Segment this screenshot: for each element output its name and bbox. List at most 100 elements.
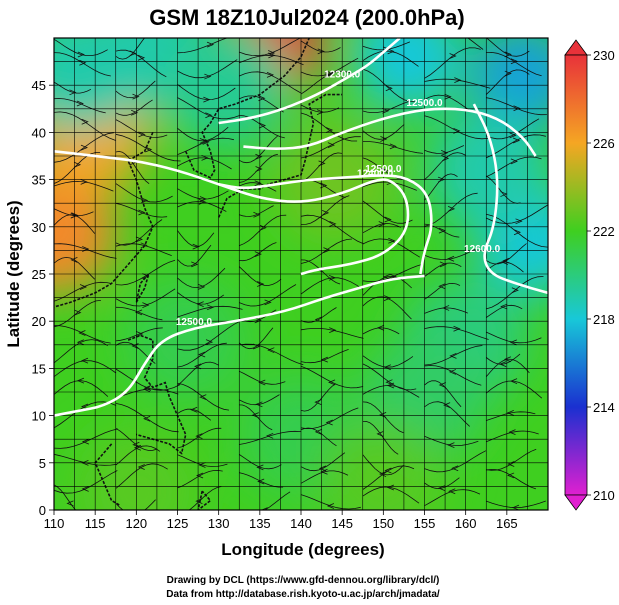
streamline	[362, 296, 412, 320]
streamline	[177, 201, 227, 212]
streamline	[177, 230, 215, 248]
y-axis-label: Latitude (degrees)	[4, 200, 23, 347]
colorbar-top-arrow	[564, 39, 588, 56]
streamline-arrow	[137, 54, 146, 61]
streamline	[115, 219, 163, 246]
colorbar-tick-label: 218	[593, 312, 615, 327]
streamline-arrow	[326, 503, 335, 509]
streamline	[54, 470, 118, 494]
streamline-arrow	[382, 107, 390, 114]
streamline	[239, 242, 277, 262]
streamline-arrow	[328, 379, 336, 386]
y-tick-label: 45	[32, 78, 46, 93]
streamline-arrow	[453, 325, 461, 332]
streamline-arrow	[316, 109, 325, 115]
contour-line	[54, 150, 410, 276]
streamline	[300, 136, 361, 159]
streamline	[177, 305, 243, 318]
streamline	[300, 70, 355, 95]
streamline-arrow	[380, 136, 388, 142]
streamline-arrow	[499, 361, 507, 367]
streamline-arrow	[198, 283, 206, 290]
streamline	[115, 306, 163, 321]
streamline	[424, 47, 481, 79]
streamline	[239, 135, 278, 164]
streamline	[54, 52, 111, 77]
streamline-arrow	[145, 146, 153, 153]
streamline	[362, 363, 417, 391]
streamline-arrow	[143, 385, 152, 391]
x-tick-label: 125	[167, 516, 189, 531]
streamline	[115, 327, 163, 342]
streamline	[362, 223, 401, 234]
streamline	[54, 208, 94, 217]
streamline-arrow	[143, 415, 151, 422]
streamline-arrow	[513, 105, 521, 112]
streamline-arrow	[198, 351, 206, 358]
streamline-arrow	[198, 199, 206, 205]
streamline	[239, 394, 280, 406]
streamline-arrow	[66, 500, 74, 507]
streamline-arrow	[129, 50, 137, 57]
colorbar-scale	[564, 54, 588, 496]
streamline-arrow	[203, 96, 211, 103]
streamline	[239, 71, 301, 94]
streamline	[300, 57, 359, 77]
streamline	[115, 463, 168, 489]
x-tick-label: 110	[44, 516, 65, 531]
streamline	[300, 40, 341, 53]
y-tick-label: 15	[32, 361, 46, 376]
streamline-arrow	[503, 356, 512, 363]
streamline	[239, 205, 274, 217]
streamline	[54, 243, 117, 259]
streamline	[177, 97, 240, 120]
streamline	[115, 150, 150, 185]
streamline-arrow	[138, 209, 146, 216]
streamline-arrow	[257, 281, 265, 287]
streamline-arrow	[260, 507, 268, 510]
streamline	[486, 213, 548, 248]
streamline-arrow	[76, 377, 85, 384]
streamline-arrow	[131, 109, 139, 116]
streamline-arrow	[251, 412, 259, 418]
streamline	[424, 115, 489, 140]
streamline	[54, 98, 106, 114]
streamline-arrow	[500, 303, 508, 310]
streamline	[486, 276, 544, 310]
streamline	[115, 288, 176, 307]
streamline	[239, 54, 304, 66]
contour-label: 12500.0	[406, 98, 443, 109]
streamline	[424, 282, 461, 300]
streamline-arrow	[192, 243, 200, 250]
streamline-arrow	[80, 403, 89, 410]
field-value-patch	[164, 38, 289, 148]
streamline-arrow	[317, 48, 325, 55]
streamline	[300, 277, 364, 295]
streamline-arrow	[138, 131, 146, 138]
streamline	[424, 489, 481, 507]
streamline	[486, 134, 546, 159]
streamline-arrow	[73, 161, 82, 168]
streamline	[177, 454, 228, 467]
streamline	[54, 360, 117, 378]
streamline	[362, 50, 419, 67]
streamline-arrow	[70, 212, 78, 219]
streamline-arrow	[322, 210, 330, 216]
y-tick-label: 5	[39, 456, 46, 471]
streamline-arrow	[388, 237, 396, 244]
streamline-arrow	[80, 144, 89, 151]
colorbar-ticks: 230 226 222 218 214 210	[587, 48, 615, 503]
streamline-arrow	[439, 261, 447, 268]
streamline-arrow	[79, 284, 88, 290]
streamline	[239, 266, 282, 286]
streamline	[486, 97, 547, 116]
streamline	[239, 343, 304, 366]
streamline	[362, 263, 423, 282]
contour-line	[472, 103, 548, 295]
streamline	[177, 157, 232, 170]
streamline	[115, 133, 181, 162]
streamline	[486, 331, 542, 344]
field-value-patch	[123, 278, 248, 403]
streamline-arrow	[510, 58, 518, 65]
